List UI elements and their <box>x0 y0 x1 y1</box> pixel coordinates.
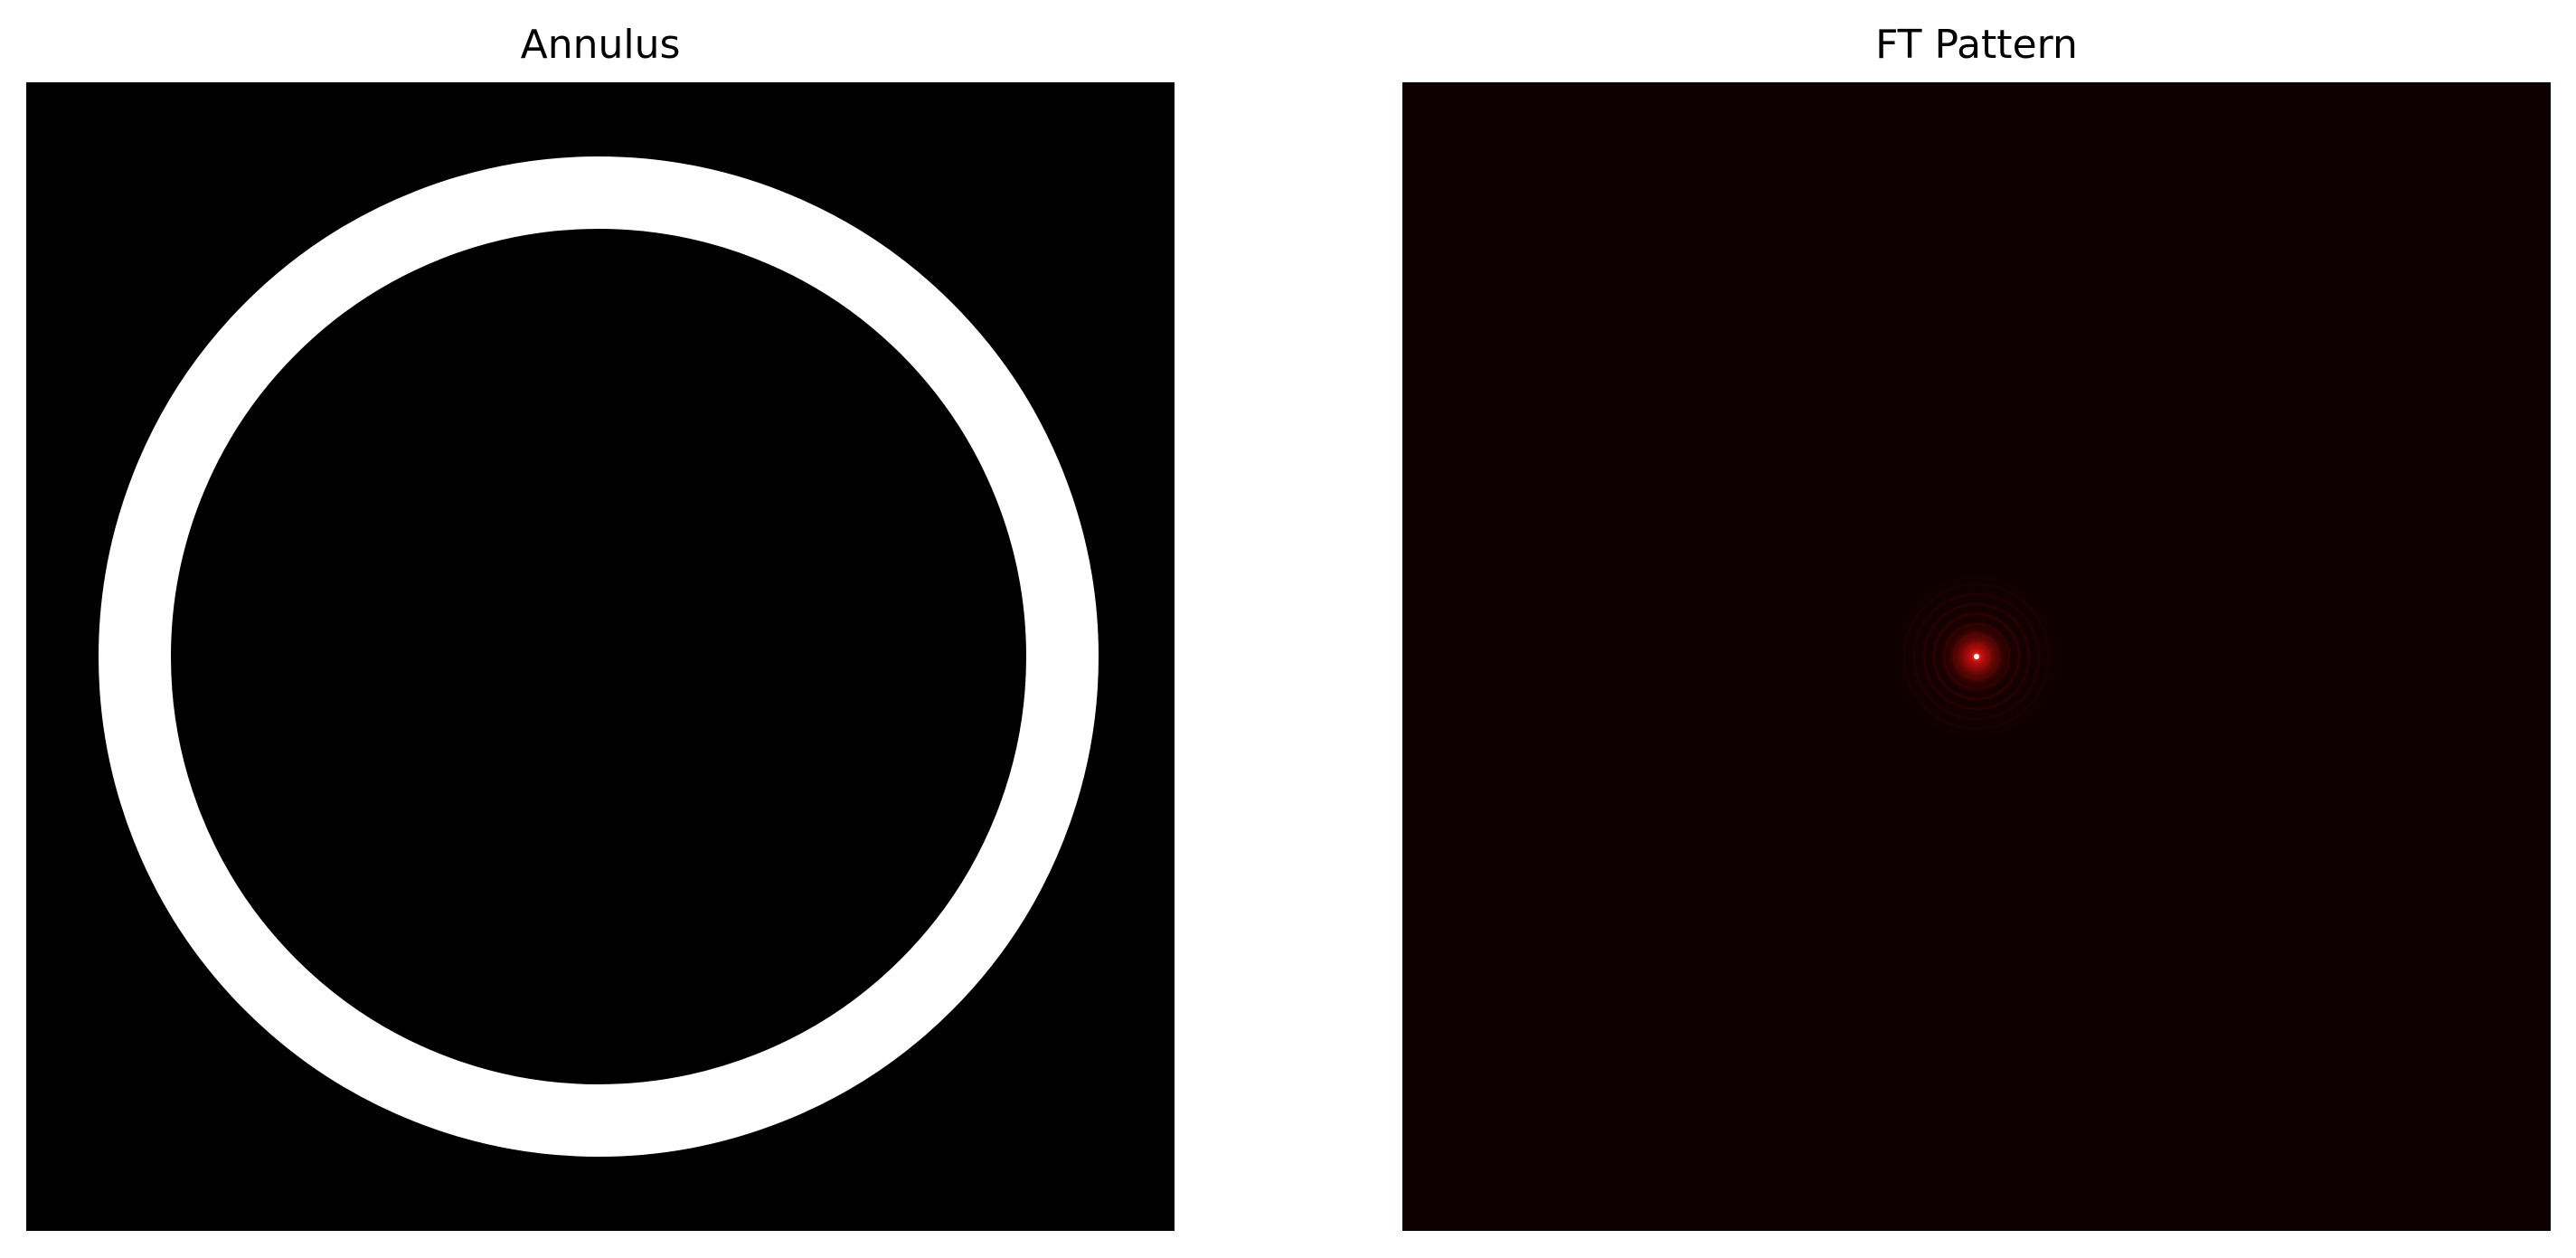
ft-pattern-ring <box>1922 602 2031 711</box>
ft-pattern-ring <box>1912 592 2041 721</box>
ft-pattern-canvas <box>1402 82 2551 1231</box>
ft-pattern-ring <box>1902 582 2051 731</box>
annulus-canvas <box>26 82 1175 1231</box>
annulus-image <box>26 82 1175 1231</box>
annulus-background <box>26 82 1175 1231</box>
ft-pattern-title: FT Pattern <box>1875 22 2078 68</box>
annulus-title: Annulus <box>520 22 681 68</box>
annulus-ring <box>99 156 1099 1157</box>
ft-pattern-image <box>1402 82 2551 1231</box>
ft-pattern-center-peak <box>1974 654 1979 659</box>
